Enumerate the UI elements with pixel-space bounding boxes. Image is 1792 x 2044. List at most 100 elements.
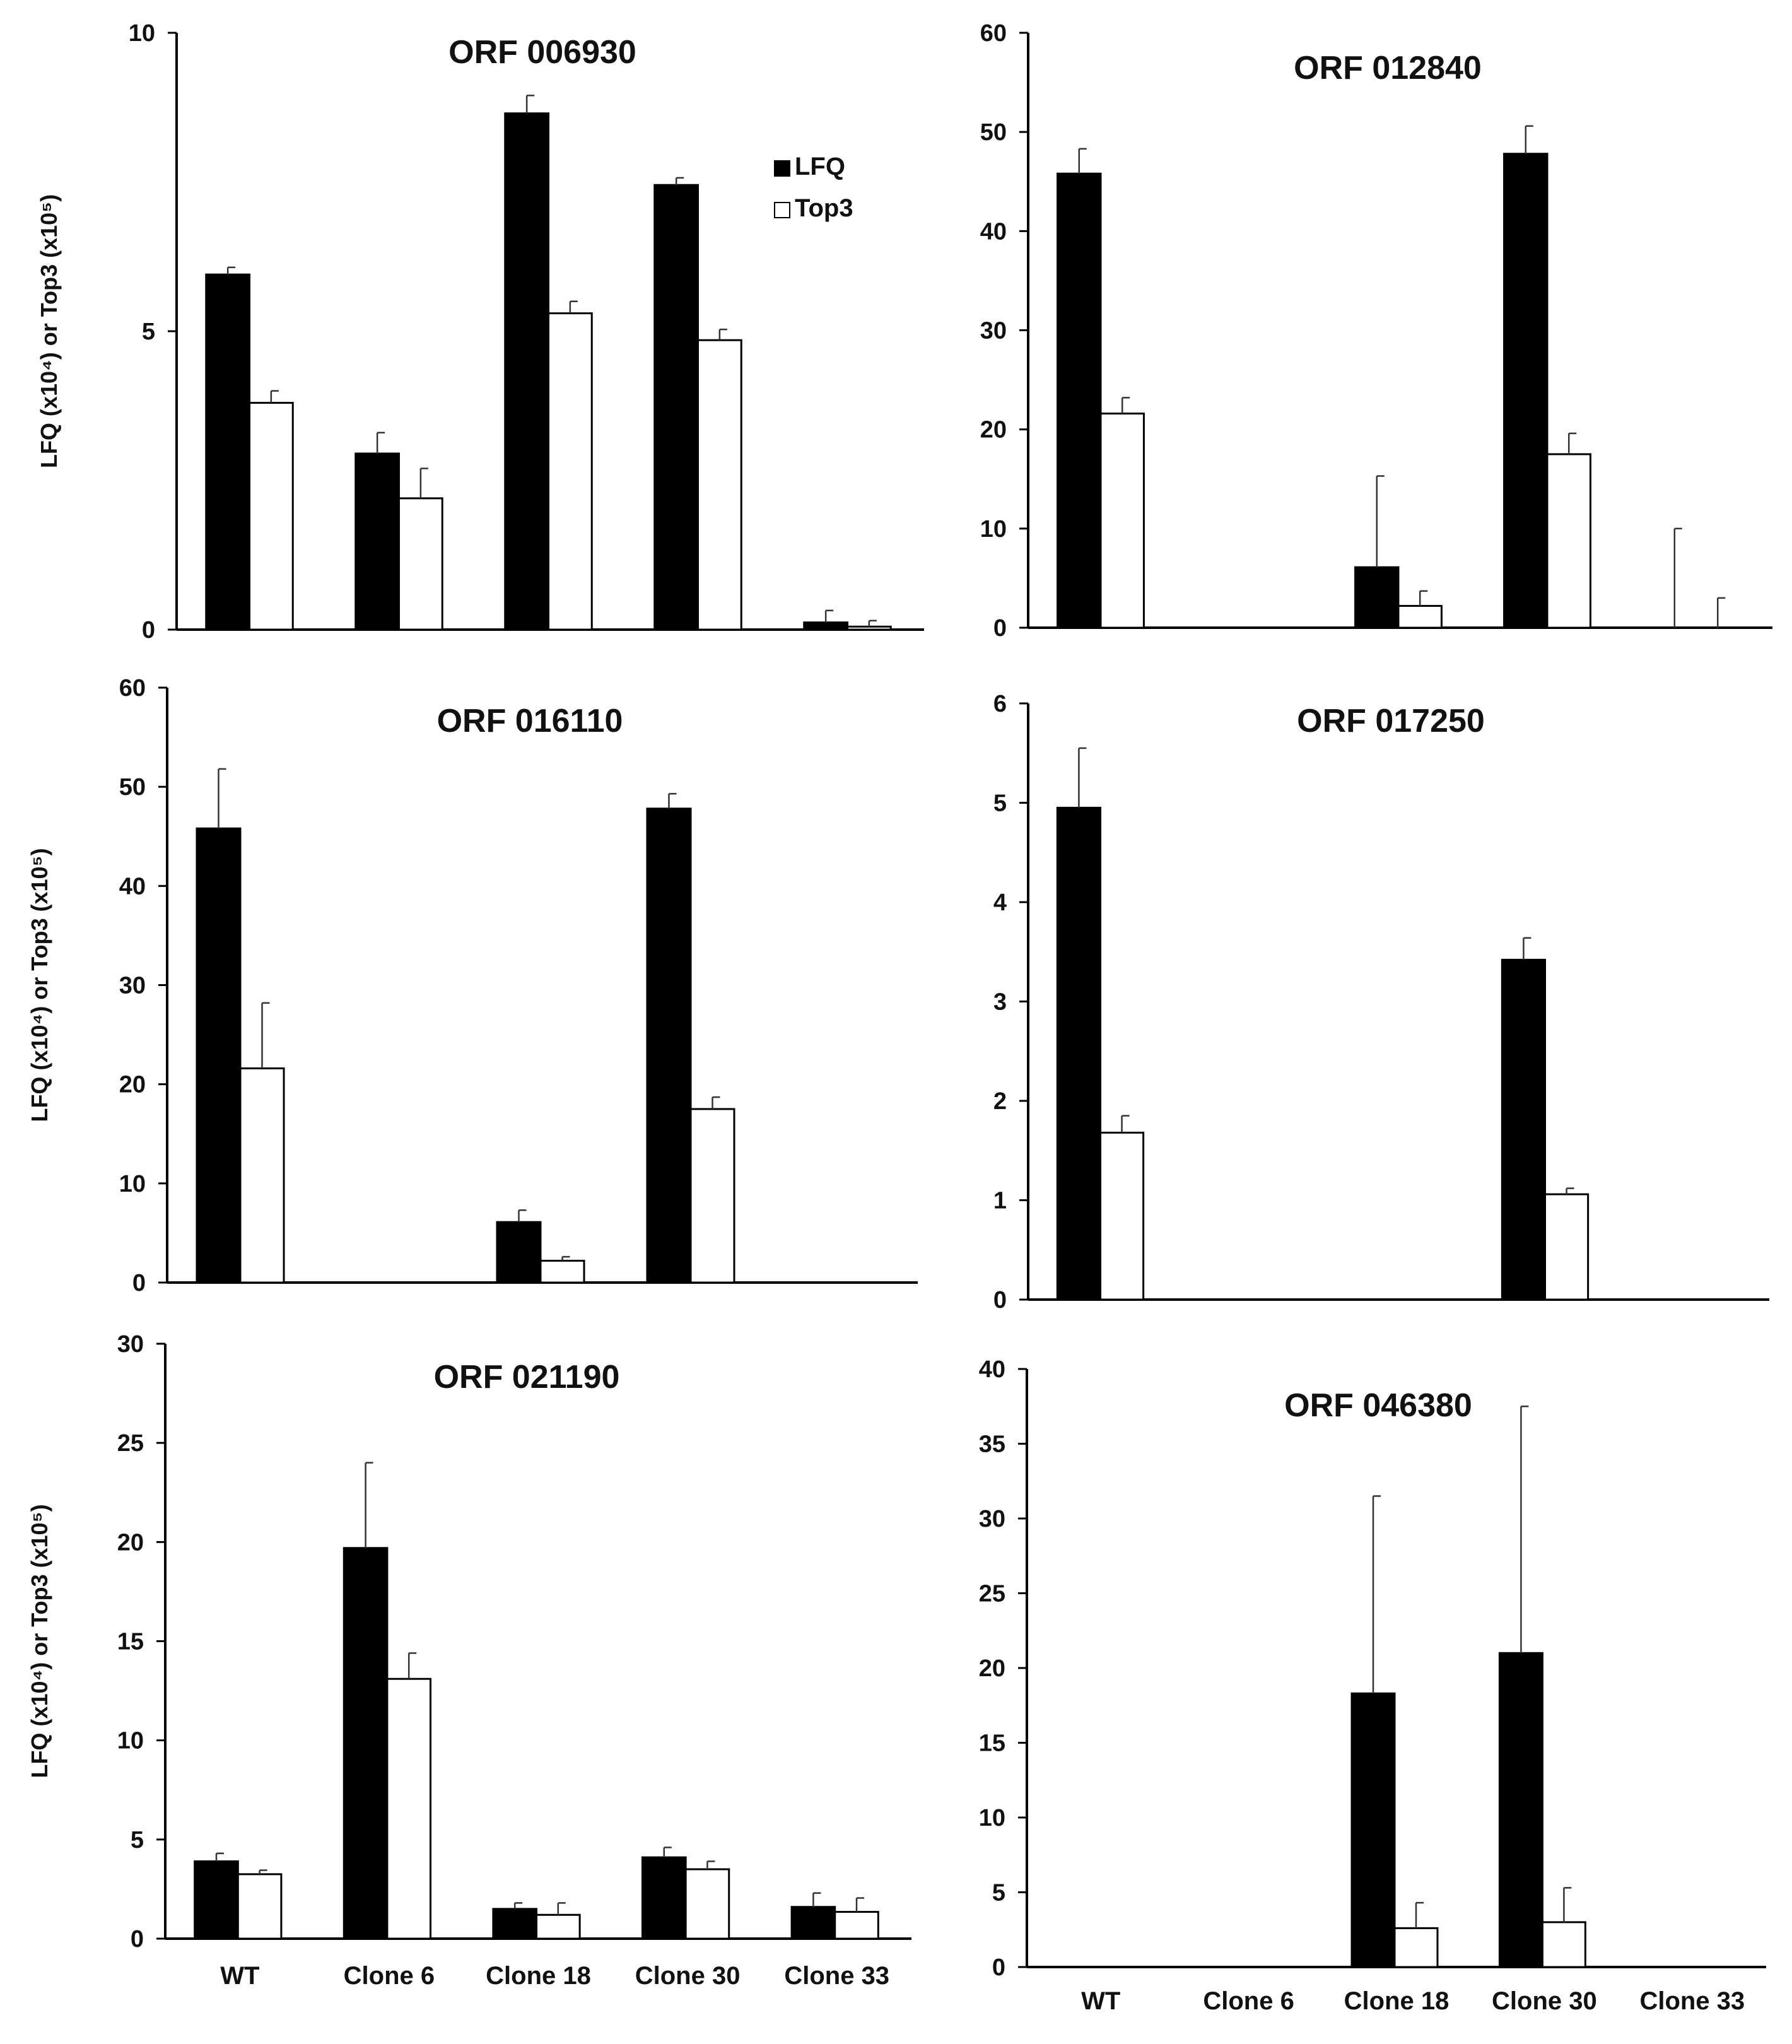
bar-lfq-clone-30 — [1498, 1652, 1543, 1968]
y-tick-label: 15 — [979, 1730, 1005, 1757]
bar-top3-clone-30 — [1541, 1921, 1586, 1968]
y-tick-label: 20 — [979, 1655, 1005, 1682]
bar-top3-clone-18 — [548, 312, 593, 631]
bar-top3-clone-18 — [1393, 1927, 1439, 1968]
y-tick-label: 30 — [117, 1331, 144, 1358]
y-tick-label: 5 — [992, 1880, 1005, 1906]
y-tick-label: 10 — [129, 20, 155, 47]
bar-lfq-wt — [1057, 172, 1102, 629]
x-tick-label: Clone 18 — [1344, 1987, 1449, 2015]
y-tick-label: 0 — [992, 1954, 1005, 1981]
bar-lfq-clone-30 — [1503, 153, 1549, 629]
y-tick-label: 20 — [117, 1529, 144, 1556]
y-tick-label: 40 — [980, 218, 1007, 245]
bar-top3-wt — [239, 1067, 285, 1284]
bar-lfq-clone-18 — [504, 112, 550, 631]
bar-lfq-clone-30 — [1501, 958, 1547, 1301]
chart-title: ORF 016110 — [437, 703, 623, 739]
y-tick-label: 5 — [131, 1827, 144, 1853]
y-axis-label: LFQ (x10⁴) or Top3 (x10⁵) — [26, 848, 52, 1122]
bar-lfq-clone-30 — [641, 1856, 687, 1940]
y-tick-label: 30 — [119, 973, 146, 999]
bar-lfq-wt — [205, 273, 250, 631]
chart-title: ORF 046380 — [1284, 1387, 1472, 1424]
chart-panel-4: 0 1 2 3 4 5 6 ORF 017250 — [993, 691, 1769, 1313]
bar-lfq-clone-33 — [803, 621, 849, 631]
x-tick-label: Clone 30 — [635, 1962, 741, 1990]
y-tick-label: 0 — [131, 1926, 144, 1953]
y-tick-label: 1 — [993, 1188, 1007, 1214]
y-tick-label: 0 — [993, 1287, 1007, 1313]
legend: LFQ Top3 — [774, 153, 853, 222]
y-tick-label: 3 — [993, 989, 1007, 1016]
x-tick-label: WT — [1081, 1987, 1120, 2015]
y-tick-label: 0 — [142, 617, 155, 643]
bar-lfq-clone-6 — [354, 452, 401, 631]
x-tick-label: Clone 33 — [1639, 1987, 1745, 2015]
bar-lfq-clone-30 — [653, 184, 700, 631]
y-tick-label: 60 — [119, 675, 146, 702]
x-tick-label: Clone 6 — [344, 1962, 435, 1990]
y-tick-label: 4 — [993, 890, 1007, 916]
bar-lfq-clone-33 — [790, 1906, 836, 1940]
legend-swatch-lfq — [774, 160, 790, 177]
y-tick-label: 15 — [117, 1629, 144, 1655]
y-tick-label: 10 — [980, 516, 1007, 543]
bar-top3-wt — [1099, 413, 1145, 629]
bar-lfq-clone-18 — [492, 1908, 537, 1940]
bar-lfq-clone-18 — [1354, 566, 1400, 629]
bar-top3-clone-18 — [536, 1913, 581, 1940]
bar-lfq-wt — [1056, 806, 1101, 1301]
legend-label-lfq: LFQ — [795, 153, 845, 180]
bar-lfq-wt — [194, 1860, 239, 1940]
y-tick-label: 50 — [119, 774, 146, 801]
bar-top3-clone-30 — [697, 339, 742, 631]
y-tick-label: 2 — [993, 1088, 1007, 1115]
x-tick-label: Clone 33 — [784, 1962, 889, 1990]
y-axis-label: LFQ (x10⁴) or Top3 (x10⁵) — [26, 1504, 52, 1778]
bar-top3-wt — [1099, 1131, 1145, 1301]
y-tick-label: 40 — [979, 1356, 1005, 1383]
y-axis-label: LFQ (x10⁴) or Top3 (x10⁵) — [36, 194, 62, 468]
x-tick-label: Clone 18 — [486, 1962, 591, 1990]
chart-panel-5: 0 5 10 15 20 25 30 ORF 021190 LFQ (x10⁴) or Top3… — [26, 1331, 911, 1990]
bar-lfq-clone-30 — [646, 808, 692, 1284]
y-tick-label: 50 — [980, 119, 1007, 146]
y-tick-label: 60 — [980, 20, 1007, 47]
y-tick-label: 10 — [979, 1805, 1005, 1831]
y-tick-label: 35 — [979, 1431, 1005, 1458]
y-tick-label: 10 — [119, 1171, 146, 1197]
y-tick-label: 30 — [979, 1506, 1005, 1532]
chart-title: ORF 012840 — [1294, 50, 1482, 86]
y-tick-label: 20 — [119, 1072, 146, 1098]
bar-top3-clone-6 — [386, 1677, 432, 1940]
bar-top3-clone-33 — [846, 625, 892, 631]
bar-lfq-clone-18 — [1350, 1692, 1396, 1968]
bar-lfq-clone-6 — [343, 1547, 389, 1940]
bar-lfq-clone-18 — [496, 1221, 542, 1284]
legend-swatch-top3 — [774, 202, 790, 218]
bar-top3-clone-30 — [1544, 1193, 1590, 1301]
x-tick-label: Clone 6 — [1203, 1987, 1294, 2015]
bar-top3-clone-33 — [834, 1911, 879, 1940]
x-tick-label: WT — [220, 1962, 259, 1990]
y-tick-label: 10 — [117, 1728, 144, 1754]
bar-top3-clone-30 — [684, 1868, 730, 1940]
bar-top3-clone-18 — [1397, 604, 1443, 629]
chart-title: ORF 017250 — [1297, 703, 1485, 739]
chart-panel-2: 0 10 20 30 40 50 60 ORF 012840 — [980, 20, 1772, 642]
y-tick-label: 6 — [993, 691, 1007, 717]
chart-title: ORF 021190 — [434, 1359, 620, 1395]
y-tick-label: 40 — [119, 873, 146, 900]
y-tick-label: 25 — [979, 1581, 1005, 1607]
y-tick-label: 5 — [993, 790, 1007, 817]
y-tick-label: 25 — [117, 1430, 144, 1457]
bar-top3-clone-6 — [398, 497, 443, 631]
y-tick-label: 30 — [980, 318, 1007, 344]
y-tick-label: 5 — [142, 319, 155, 345]
bar-top3-clone-18 — [539, 1259, 585, 1284]
chart-panel-6: 0 5 10 15 20 25 30 35 40 ORF 046380 WT Clone 6 Clone… — [979, 1356, 1766, 2015]
chart-title: ORF 006930 — [448, 34, 636, 71]
bar-top3-clone-30 — [689, 1108, 735, 1284]
